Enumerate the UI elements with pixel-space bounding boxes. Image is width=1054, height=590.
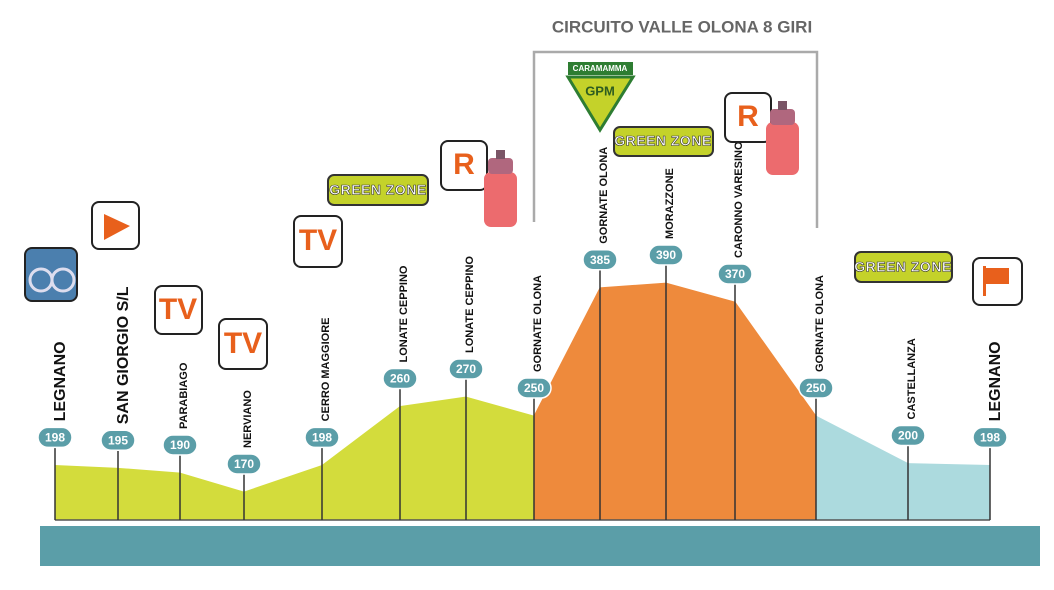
- chart-title: CIRCUITO VALLE OLONA 8 GIRI: [552, 17, 812, 36]
- profile-segment: [734, 300, 817, 521]
- video-icon: [91, 201, 140, 250]
- gpm-icon: CARAMAMMA GPM: [565, 62, 636, 133]
- profile-segment: [907, 463, 991, 521]
- altitude-pill: [304, 426, 340, 449]
- green-zone: GREEN ZONE: [613, 126, 714, 157]
- altitude-pill: [226, 453, 262, 475]
- place-name: PARABIAGO: [178, 362, 190, 429]
- altitude-label: 370: [725, 267, 745, 281]
- tv-icon: TV: [293, 215, 343, 268]
- place-name: LEGNANO: [52, 341, 69, 421]
- altitude-pill: [516, 377, 552, 399]
- tv-label: TV: [159, 293, 197, 326]
- altitude-label: 390: [656, 248, 676, 262]
- green-zone-label: GREEN ZONE: [614, 133, 712, 149]
- altitude-label: 270: [456, 362, 476, 376]
- altitude-label: 260: [390, 372, 410, 386]
- profile-segment: [399, 396, 467, 521]
- altitude-label: 198: [312, 431, 332, 445]
- gpm-sponsor: CARAMAMMA: [573, 64, 628, 73]
- place-name: CASTELLANZA: [906, 338, 918, 419]
- place-name: LONATE CEPPINO: [398, 265, 410, 362]
- place-name: NERVIANO: [242, 390, 254, 448]
- r-label: R: [737, 100, 759, 133]
- place-name: SAN GIORGIO S/L: [115, 286, 132, 424]
- profile: 198 LEGNANO 195 SAN GIORGIO S/L 190 PARABIAGO…: [37, 141, 1008, 521]
- altitude-pill: [382, 367, 418, 390]
- profile-segment: [321, 405, 401, 521]
- place-name: GORNATE OLONA: [598, 147, 610, 244]
- green-zone: GREEN ZONE: [854, 251, 953, 283]
- green-zone: GREEN ZONE: [327, 174, 429, 206]
- tv-icon: TV: [154, 285, 203, 335]
- altitude-label: 200: [898, 429, 918, 443]
- place-name: CARONNO VARESINO: [733, 141, 745, 258]
- altitude-label: 198: [45, 431, 65, 445]
- tv-label: TV: [224, 327, 262, 360]
- altitude-pill: [448, 358, 484, 380]
- altitude-pill: [648, 244, 684, 266]
- altitude-pill: [717, 263, 753, 285]
- altitude-label: 250: [806, 381, 826, 395]
- profile-segment: [599, 282, 667, 521]
- km-bar: [40, 526, 1040, 566]
- profile-segment: [54, 464, 119, 521]
- altitude-label: 195: [108, 433, 128, 447]
- altitude-pill: [972, 426, 1008, 449]
- altitude-label: 250: [524, 381, 544, 395]
- tv-icon: TV: [218, 318, 268, 370]
- refreshment: R: [440, 140, 517, 227]
- altitude-pill: [890, 424, 926, 447]
- altitude-label: 385: [590, 253, 610, 267]
- altitude-pill: [37, 426, 73, 449]
- altitude-pill: [100, 429, 136, 451]
- altitude-label: 190: [170, 438, 190, 452]
- green-zone-label: GREEN ZONE: [329, 182, 427, 198]
- profile-segment: [179, 472, 245, 521]
- place-name: GORNATE OLONA: [814, 275, 826, 372]
- profile-segment: [665, 282, 736, 521]
- r-label: R: [453, 148, 475, 181]
- gpm-label: GPM: [585, 83, 615, 98]
- profile-segment: [465, 396, 535, 521]
- altitude-label: 170: [234, 457, 254, 471]
- finish-icon: [972, 257, 1023, 306]
- altitude-label: 198: [980, 431, 1000, 445]
- circuit-bracket: [532, 50, 819, 228]
- place-name: LEGNANO: [987, 341, 1004, 421]
- place-name: GORNATE OLONA: [532, 275, 544, 372]
- tv-label: TV: [299, 224, 337, 257]
- altitude-pill: [798, 377, 834, 399]
- profile-segment: [117, 467, 181, 521]
- green-zone-label: GREEN ZONE: [854, 259, 952, 275]
- place-name: LONATE CEPPINO: [464, 256, 476, 353]
- altitude-pill: [582, 249, 618, 271]
- start-icon: [24, 247, 78, 302]
- place-name: CERRO MAGGIORE: [320, 317, 332, 421]
- place-name: MORAZZONE: [664, 168, 676, 239]
- refreshment: R: [724, 92, 799, 175]
- altitude-pill: [162, 434, 198, 456]
